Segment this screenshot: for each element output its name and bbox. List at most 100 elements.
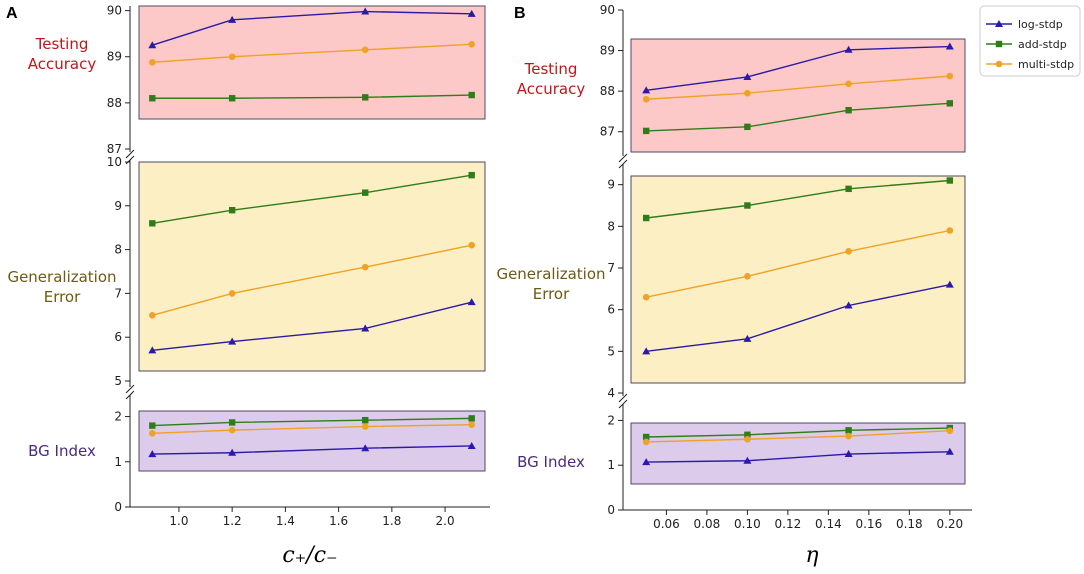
y-tick-label: 4 [607, 386, 615, 400]
point-multi-stdp [642, 95, 650, 103]
point-log-stdp [148, 450, 157, 458]
point-add-stdp [946, 177, 954, 184]
point-log-stdp [945, 447, 954, 455]
row-label: Error [533, 285, 570, 303]
point-add-stdp [362, 189, 369, 196]
y-tick-label: 88 [107, 96, 122, 110]
axis-break [618, 399, 628, 409]
point-log-stdp [467, 441, 476, 449]
point-multi-stdp [845, 80, 852, 88]
series-line-add-stdp [646, 179, 950, 219]
point-add-stdp [744, 431, 751, 438]
point-multi-stdp [149, 58, 156, 66]
point-log-stdp [642, 86, 651, 94]
point-log-stdp [844, 45, 853, 53]
y-tick-label: 5 [114, 374, 122, 388]
x-tick-label: 1.6 [329, 514, 348, 528]
series-line-log-stdp [152, 10, 472, 46]
series-line-log-stdp [646, 283, 950, 353]
x-tick-label: 0.08 [694, 517, 721, 531]
y-tick-label: 0 [114, 500, 122, 514]
point-log-stdp [228, 15, 237, 23]
point-multi-stdp [468, 241, 475, 249]
x-tick-label: 1.0 [169, 514, 188, 528]
point-log-stdp [945, 280, 954, 288]
point-add-stdp [468, 415, 475, 422]
y-tick-label: 6 [114, 330, 122, 344]
series-line-add-stdp [152, 174, 472, 225]
point-add-stdp [362, 416, 369, 424]
y-tick-label: 8 [114, 243, 122, 257]
axis-break [125, 384, 135, 394]
x-tick-label: 0.06 [653, 517, 680, 531]
y-tick-label: 88 [600, 84, 615, 98]
axis-break [125, 149, 135, 159]
x-tick-label: 0.10 [734, 517, 761, 531]
y-tick-label: 2 [607, 413, 615, 427]
series-line-multi-stdp [152, 43, 472, 63]
series-line-add-stdp [152, 417, 472, 427]
point-multi-stdp [149, 312, 156, 319]
subplot-accuracy: Testing Accuracy 87 88 89 90 [28, 4, 486, 156]
series-line-multi-stdp [646, 75, 950, 100]
point-log-stdp [228, 448, 237, 456]
point-multi-stdp [228, 290, 236, 297]
x-tick-label: 1.8 [382, 514, 401, 528]
point-multi-stdp [642, 293, 650, 301]
point-multi-stdp [228, 53, 236, 61]
subplot-bg: BG Index 0 1 2 [517, 413, 966, 517]
y-tick-label: 90 [107, 4, 122, 18]
x-tick-label: 0.12 [775, 517, 802, 531]
point-multi-stdp [744, 89, 751, 97]
point-log-stdp [844, 450, 853, 458]
point-multi-stdp [361, 46, 369, 54]
point-multi-stdp [946, 427, 954, 435]
series-line-log-stdp [152, 445, 472, 455]
point-add-stdp [744, 202, 751, 209]
x-tick-label: 0.20 [936, 517, 963, 531]
y-tick-label: 9 [114, 199, 122, 213]
subplot-error: Generalization Error 4 5 6 7 8 9 [496, 175, 966, 400]
point-add-stdp [946, 100, 954, 107]
axis-break [618, 153, 628, 163]
axis-break [618, 159, 628, 169]
point-log-stdp [642, 458, 651, 466]
point-add-stdp [468, 171, 475, 179]
x-tick-label: 1.2 [223, 514, 242, 528]
point-multi-stdp [468, 421, 475, 429]
point-log-stdp [844, 301, 853, 309]
y-tick-label: 10 [107, 155, 122, 169]
point-log-stdp [361, 7, 370, 15]
point-multi-stdp [744, 435, 751, 443]
series-line-log-stdp [152, 301, 472, 352]
legend-marker-multi-stdp [995, 60, 1003, 68]
point-add-stdp [642, 127, 650, 135]
y-tick-label: 89 [600, 44, 615, 58]
row-label: Accuracy [517, 80, 586, 98]
y-tick-label: 6 [607, 303, 615, 317]
y-tick-label: 89 [107, 50, 122, 64]
legend-entry: add-stdp [1018, 38, 1067, 51]
row-label: BG Index [517, 453, 585, 471]
x-tick-label: 2.0 [436, 514, 455, 528]
series-line-multi-stdp [646, 229, 950, 298]
panel-letter: A [6, 5, 18, 22]
series-line-add-stdp [646, 427, 950, 438]
point-add-stdp [149, 422, 156, 429]
band-accuracy [630, 38, 966, 153]
row-label: Accuracy [28, 55, 97, 73]
band-error [630, 175, 966, 384]
point-log-stdp [743, 456, 752, 464]
legend-entry: multi-stdp [1018, 58, 1074, 71]
series-line-add-stdp [646, 102, 950, 132]
row-label: BG Index [28, 442, 96, 460]
point-add-stdp [149, 220, 156, 227]
point-log-stdp [228, 337, 237, 345]
point-add-stdp [642, 214, 650, 222]
band-error [138, 161, 486, 372]
subplot-accuracy: Testing Accuracy 87 88 89 90 [517, 3, 966, 153]
point-multi-stdp [845, 248, 852, 255]
x-tick-label: 0.18 [896, 517, 923, 531]
point-log-stdp [743, 334, 752, 342]
